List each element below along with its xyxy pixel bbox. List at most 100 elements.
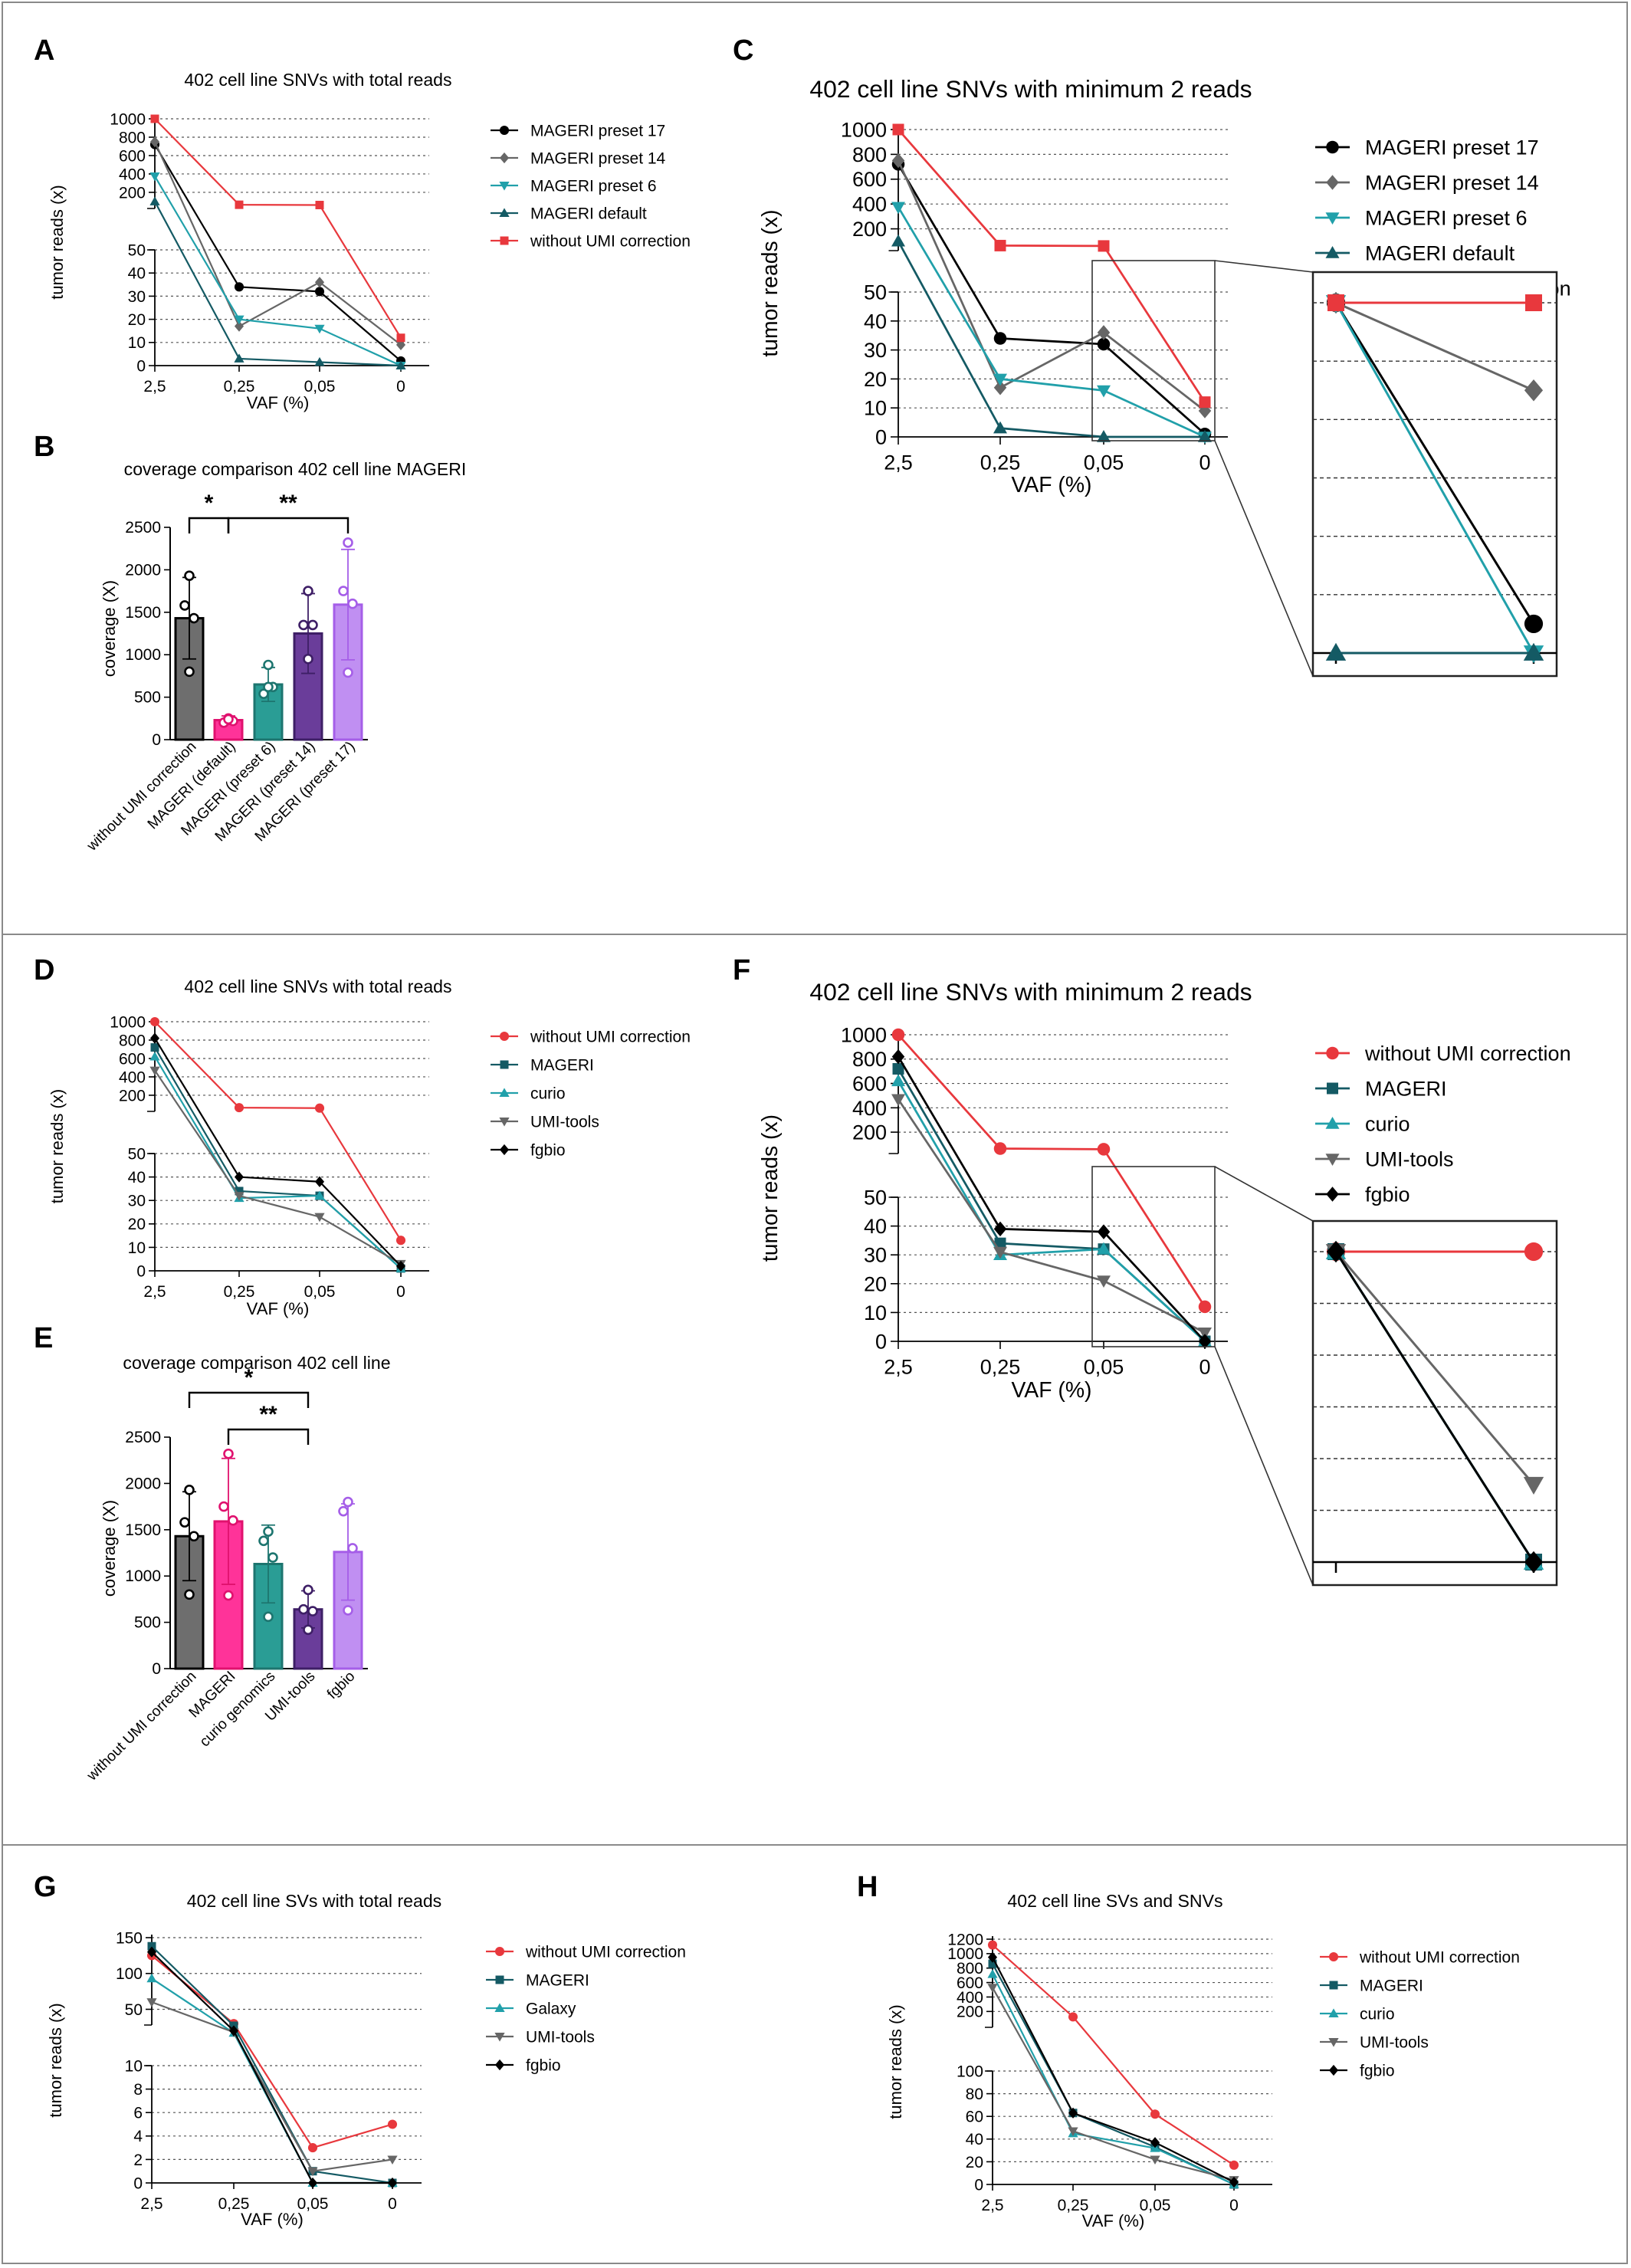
zoom-connector xyxy=(1214,1166,1314,1222)
y-tick-label: 0 xyxy=(875,425,887,448)
y-tick-label: 800 xyxy=(852,143,887,166)
data-point xyxy=(1097,325,1111,340)
y-tick-label: 1500 xyxy=(125,1521,161,1539)
legend-marker xyxy=(1325,212,1340,225)
panel-label-e: E xyxy=(34,1322,53,1354)
series-line-0 xyxy=(154,1021,402,1241)
data-point xyxy=(891,1049,905,1065)
y-axis-label: tumor reads (x) xyxy=(48,1089,67,1203)
y-tick-label: 600 xyxy=(957,1974,983,1992)
x-tick-label: 0 xyxy=(396,1283,405,1301)
significance-label: ** xyxy=(259,1402,277,1427)
chart-title: 402 cell line SNVs with minimum 2 reads xyxy=(809,75,1252,103)
legend-entry: UMI-tools xyxy=(530,1114,599,1131)
legend-marker xyxy=(1325,246,1340,258)
data-point xyxy=(993,373,1007,386)
y-tick-label: 600 xyxy=(852,1072,887,1095)
data-point xyxy=(396,333,405,343)
y-tick-label: 1000 xyxy=(125,1567,161,1585)
y-tick-label: 40 xyxy=(864,1215,887,1238)
data-point xyxy=(314,1176,325,1187)
significance-label: * xyxy=(205,491,214,516)
legend-entry: UMI-tools xyxy=(1365,1148,1454,1171)
data-point xyxy=(987,1951,998,1963)
y-tick-label: 40 xyxy=(128,1169,146,1187)
data-point xyxy=(235,1187,244,1196)
data-point xyxy=(150,1043,159,1052)
data-point xyxy=(994,239,1006,251)
panel-label-g: G xyxy=(34,1871,57,1903)
x-tick-label: 0,25 xyxy=(980,451,1021,474)
chart-e: coverage comparison 402 cell line 0 500 100… xyxy=(84,1353,390,1784)
data-point xyxy=(1097,1224,1111,1239)
y-tick-label: 500 xyxy=(134,1614,161,1632)
series-line-4 xyxy=(154,1038,402,1267)
y-tick-label: 4 xyxy=(133,2128,143,2145)
legend-marker xyxy=(1328,2038,1339,2047)
replicate-point xyxy=(184,666,195,678)
legend-entry: curio xyxy=(1365,1113,1410,1136)
legend-marker xyxy=(1328,1951,1339,1962)
y-tick-label: 20 xyxy=(864,368,887,391)
data-point xyxy=(1097,385,1111,398)
y-tick-label: 10 xyxy=(128,334,146,352)
chart-g: 402 cell line SVs with total reads501001… xyxy=(46,1891,686,2229)
data-point xyxy=(146,1998,157,2007)
series-line-0 xyxy=(154,144,402,362)
y-tick-label: 400 xyxy=(852,193,887,216)
data-point xyxy=(307,2177,318,2189)
chart-title: 402 cell line SVs and SNVs xyxy=(1007,1891,1222,1911)
data-point xyxy=(234,282,244,292)
replicate-point xyxy=(303,1584,313,1596)
legend-marker xyxy=(1325,1117,1340,1129)
y-tick-label: 0 xyxy=(152,731,161,749)
series-line-0 xyxy=(897,163,1206,435)
legend-marker xyxy=(1329,1981,1338,1990)
series-line-2 xyxy=(897,206,1206,438)
series-line-2 xyxy=(897,1080,1206,1343)
panel-label-c: C xyxy=(733,34,753,67)
y-tick-label: 20 xyxy=(966,2154,983,2171)
x-tick-label: 0,25 xyxy=(980,1356,1021,1379)
legend-marker xyxy=(1325,1154,1340,1166)
legend-marker xyxy=(1328,2008,1339,2017)
significance-bracket xyxy=(227,517,350,533)
replicate-point xyxy=(267,1552,278,1563)
data-point xyxy=(234,1192,244,1201)
data-point xyxy=(146,1946,157,1958)
y-tick-label: 0 xyxy=(974,2176,983,2194)
replicate-point xyxy=(343,1496,353,1508)
y-tick-label: 1000 xyxy=(110,110,146,128)
legend-entry: UMI-tools xyxy=(1360,2034,1429,2052)
data-point xyxy=(891,234,905,247)
y-tick-label: 400 xyxy=(957,1989,983,2007)
y-tick-label: 200 xyxy=(957,2004,983,2021)
y-tick-label: 600 xyxy=(119,1050,146,1068)
y-tick-label: 40 xyxy=(128,265,146,283)
data-point xyxy=(1068,2127,1078,2137)
y-tick-label: 2000 xyxy=(125,561,161,579)
y-tick-label: 800 xyxy=(119,129,146,146)
inset-series-line xyxy=(1334,1251,1535,1563)
legend-entry: without UMI correction xyxy=(1364,1042,1571,1065)
x-axis-label: VAF (%) xyxy=(241,2210,304,2229)
legend-entry: MAGERI xyxy=(530,1057,594,1075)
replicate-point xyxy=(303,653,313,665)
replicate-point xyxy=(223,1448,234,1459)
x-axis-label: VAF (%) xyxy=(247,1299,310,1318)
legend-entry: curio xyxy=(1360,2006,1395,2023)
y-tick-label: 200 xyxy=(852,1121,887,1144)
data-point xyxy=(235,200,244,209)
data-point xyxy=(993,1246,1007,1259)
data-point xyxy=(387,2155,398,2165)
data-point xyxy=(150,114,159,123)
replicate-point xyxy=(263,1611,274,1623)
y-tick-label: 40 xyxy=(966,2131,983,2148)
legend-marker xyxy=(1327,1082,1338,1095)
y-tick-label: 0 xyxy=(875,1330,887,1353)
legend-marker xyxy=(499,182,510,191)
data-point xyxy=(1098,240,1110,252)
x-tick-label: 0,25 xyxy=(1058,2197,1089,2214)
inset-series-line xyxy=(1334,1251,1535,1485)
legend-marker xyxy=(495,1975,504,1984)
